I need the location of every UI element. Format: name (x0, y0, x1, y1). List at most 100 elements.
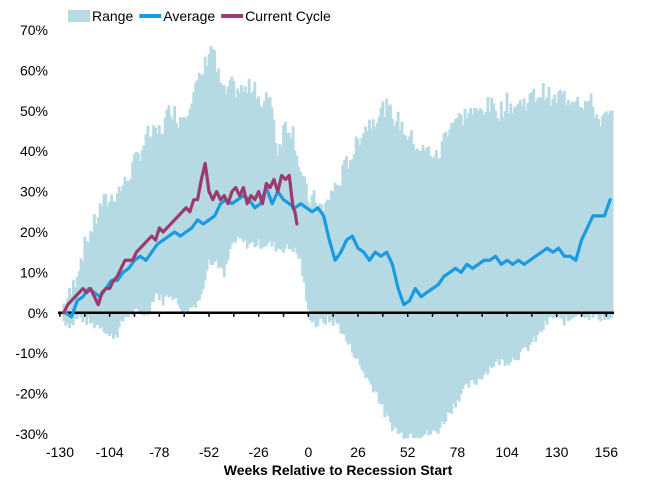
range-band-bar-215 (473, 107, 476, 384)
range-band-bar-267 (572, 102, 576, 318)
range-band-bar-101 (255, 99, 259, 246)
range-band-bar-116 (284, 121, 287, 249)
range-band-bar-179 (404, 135, 408, 438)
range-band-bar-118 (287, 132, 291, 250)
range-band-bar-217 (476, 111, 480, 379)
range-band-bar-39 (136, 152, 140, 311)
range-band-bar-142 (333, 182, 337, 320)
range-band-bar-20 (100, 206, 104, 327)
range-band-bar-235 (511, 113, 515, 358)
range-band-bar-239 (518, 99, 522, 353)
range-band-bar-45 (148, 137, 152, 313)
y-tick-label: -10% (15, 345, 48, 361)
range-band-bar-233 (507, 113, 511, 366)
range-band-bar-81 (217, 68, 220, 269)
range-band-bar-251 (541, 83, 545, 330)
range-band-bar-49 (156, 133, 159, 294)
range-band-bar-210 (463, 108, 467, 385)
y-tick-label: 0% (28, 305, 48, 321)
range-band-bar-10 (81, 261, 85, 323)
range-band-bar-164 (375, 122, 379, 393)
range-band-bar-218 (478, 108, 482, 379)
range-band-bar-125 (301, 175, 305, 277)
range-band-bar-92 (238, 92, 241, 239)
range-band-bar-126 (303, 176, 306, 283)
range-band-bar-211 (465, 118, 469, 384)
range-band-bar-247 (534, 102, 538, 342)
range-band-bar-70 (196, 79, 199, 302)
y-tick-label: 40% (20, 143, 48, 159)
range-band-bar-99 (251, 91, 255, 243)
range-band-bar-103 (259, 105, 262, 249)
range-band-bar-229 (499, 101, 503, 359)
range-band-bar-140 (329, 190, 333, 321)
range-band-bar-1 (64, 306, 68, 326)
range-band-bar-248 (536, 98, 539, 336)
range-band-bar-22 (104, 193, 108, 334)
y-tick-label: 30% (20, 184, 48, 200)
range-band-bar-33 (125, 180, 129, 317)
range-band-bar-195 (434, 149, 438, 432)
range-band-bar-52 (161, 133, 165, 306)
x-tick-label: 52 (400, 444, 416, 460)
range-band-bar-268 (574, 101, 578, 317)
range-band-bar-30 (119, 191, 123, 321)
x-tick-label: -104 (96, 444, 124, 460)
range-band-bar-42 (142, 145, 146, 316)
range-band-bar-184 (413, 150, 417, 439)
y-tick-label: 70% (20, 22, 48, 38)
legend-label-range: Range (92, 8, 133, 24)
range-band-bar-105 (263, 100, 266, 247)
range-band-bar-79 (213, 50, 217, 262)
range-band-bar-263 (564, 105, 568, 316)
range-band-bar-128 (306, 201, 310, 310)
range-band-bar-47 (152, 125, 156, 302)
range-band-bar-97 (247, 78, 251, 245)
range-band-bar-117 (285, 132, 289, 245)
range-band-bar-252 (543, 100, 547, 321)
range-band-bar-115 (282, 125, 285, 253)
x-tick-label: -78 (149, 444, 169, 460)
range-band-bar-19 (98, 203, 102, 329)
range-band-bar-254 (547, 86, 551, 318)
range-band-bar-148 (345, 155, 348, 342)
range-band-bar-102 (257, 96, 261, 240)
range-band-bar-14 (89, 230, 92, 324)
range-band-bar-145 (339, 185, 343, 334)
range-band-bar-241 (522, 98, 526, 348)
range-band-bar-160 (368, 119, 371, 381)
range-band-bar-225 (492, 103, 496, 367)
range-band-bar-9 (79, 258, 83, 318)
x-tick-label: -26 (249, 444, 269, 460)
range-band-bar-255 (549, 105, 553, 317)
range-band-bar-272 (582, 109, 585, 318)
range-band-bar-46 (150, 136, 154, 302)
range-band-bar-137 (324, 202, 327, 325)
range-band-bar-59 (175, 123, 178, 299)
range-band-bar-29 (117, 186, 121, 328)
range-band-bar-25 (110, 194, 113, 334)
range-band-bar-151 (350, 159, 354, 353)
range-band-bar-227 (496, 117, 499, 359)
range-band-bar-286 (608, 111, 612, 319)
range-band-bar-100 (253, 81, 257, 248)
range-band-bar-159 (366, 130, 369, 378)
range-band-bar-163 (373, 126, 377, 391)
range-band-bar-17 (94, 224, 98, 326)
range-band-bar-129 (308, 205, 312, 321)
range-band-bar-36 (131, 161, 134, 316)
range-band-bar-156 (360, 137, 364, 370)
range-band-bar-138 (326, 199, 329, 317)
x-tick-label: 0 (304, 444, 312, 460)
range-band-bar-152 (352, 154, 356, 358)
range-band-bar-55 (167, 105, 171, 298)
range-band-bar-175 (396, 111, 400, 435)
range-band-bar-270 (578, 106, 582, 315)
range-band-bar-143 (335, 184, 339, 324)
range-band-bar-228 (497, 120, 501, 365)
range-band-bar-112 (276, 156, 280, 249)
range-band-bar-234 (509, 103, 513, 363)
x-tick-label: -130 (46, 444, 74, 460)
range-band-bar-54 (165, 109, 169, 296)
